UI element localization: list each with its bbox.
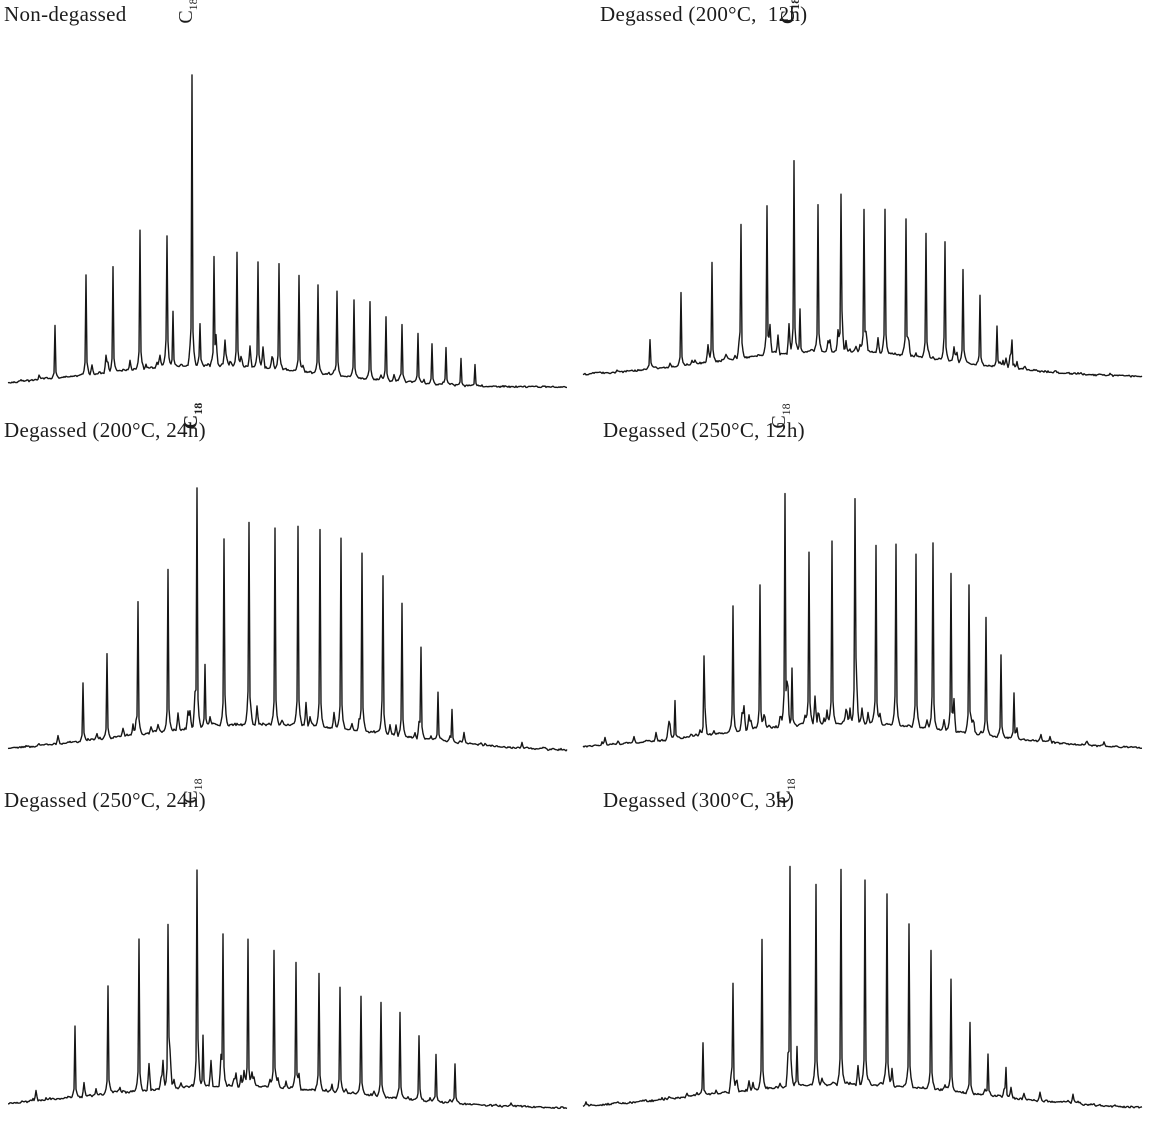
panel-title: Non-degassed — [4, 2, 127, 26]
trace-path — [7, 74, 567, 389]
c18-label-subscript: 18 — [186, 0, 201, 11]
c18-label-text: C — [767, 415, 790, 429]
trace-path — [582, 160, 1143, 378]
panel-non-degassed: Non-degassed C18 — [0, 0, 575, 405]
trace-path — [7, 487, 568, 752]
c18-label-subscript: 18 — [190, 402, 205, 415]
panel-title: Degassed (200°C, 24h) — [4, 418, 206, 442]
chromatogram-trace — [7, 74, 567, 389]
chromatogram-trace — [7, 487, 568, 752]
c18-label-text: C — [776, 9, 799, 25]
c18-label-subscript: 18 — [783, 778, 798, 791]
chromatogram-trace — [582, 865, 1143, 1109]
chromatogram-trace — [582, 160, 1143, 378]
c18-peak-label: C18 — [175, 0, 201, 41]
c18-label-subscript: 18 — [190, 778, 205, 791]
panel-degassed-250c-24h: Degassed (250°C, 24h) C18 — [0, 778, 575, 1121]
c18-peak-label: C18 — [767, 386, 793, 446]
c18-peak-label: C18 — [776, 0, 802, 41]
panel-degassed-250c-12h: Degassed (250°C, 12h) C18 — [575, 403, 1150, 780]
panel-title: Degassed (200°C, 12h) — [600, 2, 808, 26]
panel-title: Degassed (250°C, 24h) — [4, 788, 206, 812]
panel-title: Degassed (300°C, 3h) — [603, 788, 795, 812]
panel-degassed-200c-24h: Degassed (200°C, 24h) C18 — [0, 403, 575, 780]
trace-path — [582, 492, 1143, 749]
c18-peak-label: C18 — [772, 761, 798, 821]
c18-label-subscript: 18 — [787, 0, 802, 10]
c18-label-text: C — [179, 790, 202, 804]
panel-title: Degassed (250°C, 12h) — [603, 418, 805, 442]
c18-peak-label: C18 — [179, 761, 205, 821]
c18-label-text: C — [179, 414, 202, 430]
panel-degassed-200c-12h: Degassed (200°C, 12h) C18 — [575, 0, 1150, 405]
c18-label-subscript: 18 — [778, 403, 793, 416]
chromatogram-trace — [582, 492, 1143, 749]
chromatogram-trace — [8, 869, 568, 1110]
trace-path — [582, 865, 1143, 1109]
trace-path — [8, 869, 568, 1110]
c18-label-text: C — [175, 10, 198, 24]
c18-label-text: C — [772, 790, 795, 804]
panel-degassed-300c-3h: Degassed (300°C, 3h) C18 — [575, 778, 1150, 1121]
c18-peak-label: C18 — [179, 386, 205, 446]
